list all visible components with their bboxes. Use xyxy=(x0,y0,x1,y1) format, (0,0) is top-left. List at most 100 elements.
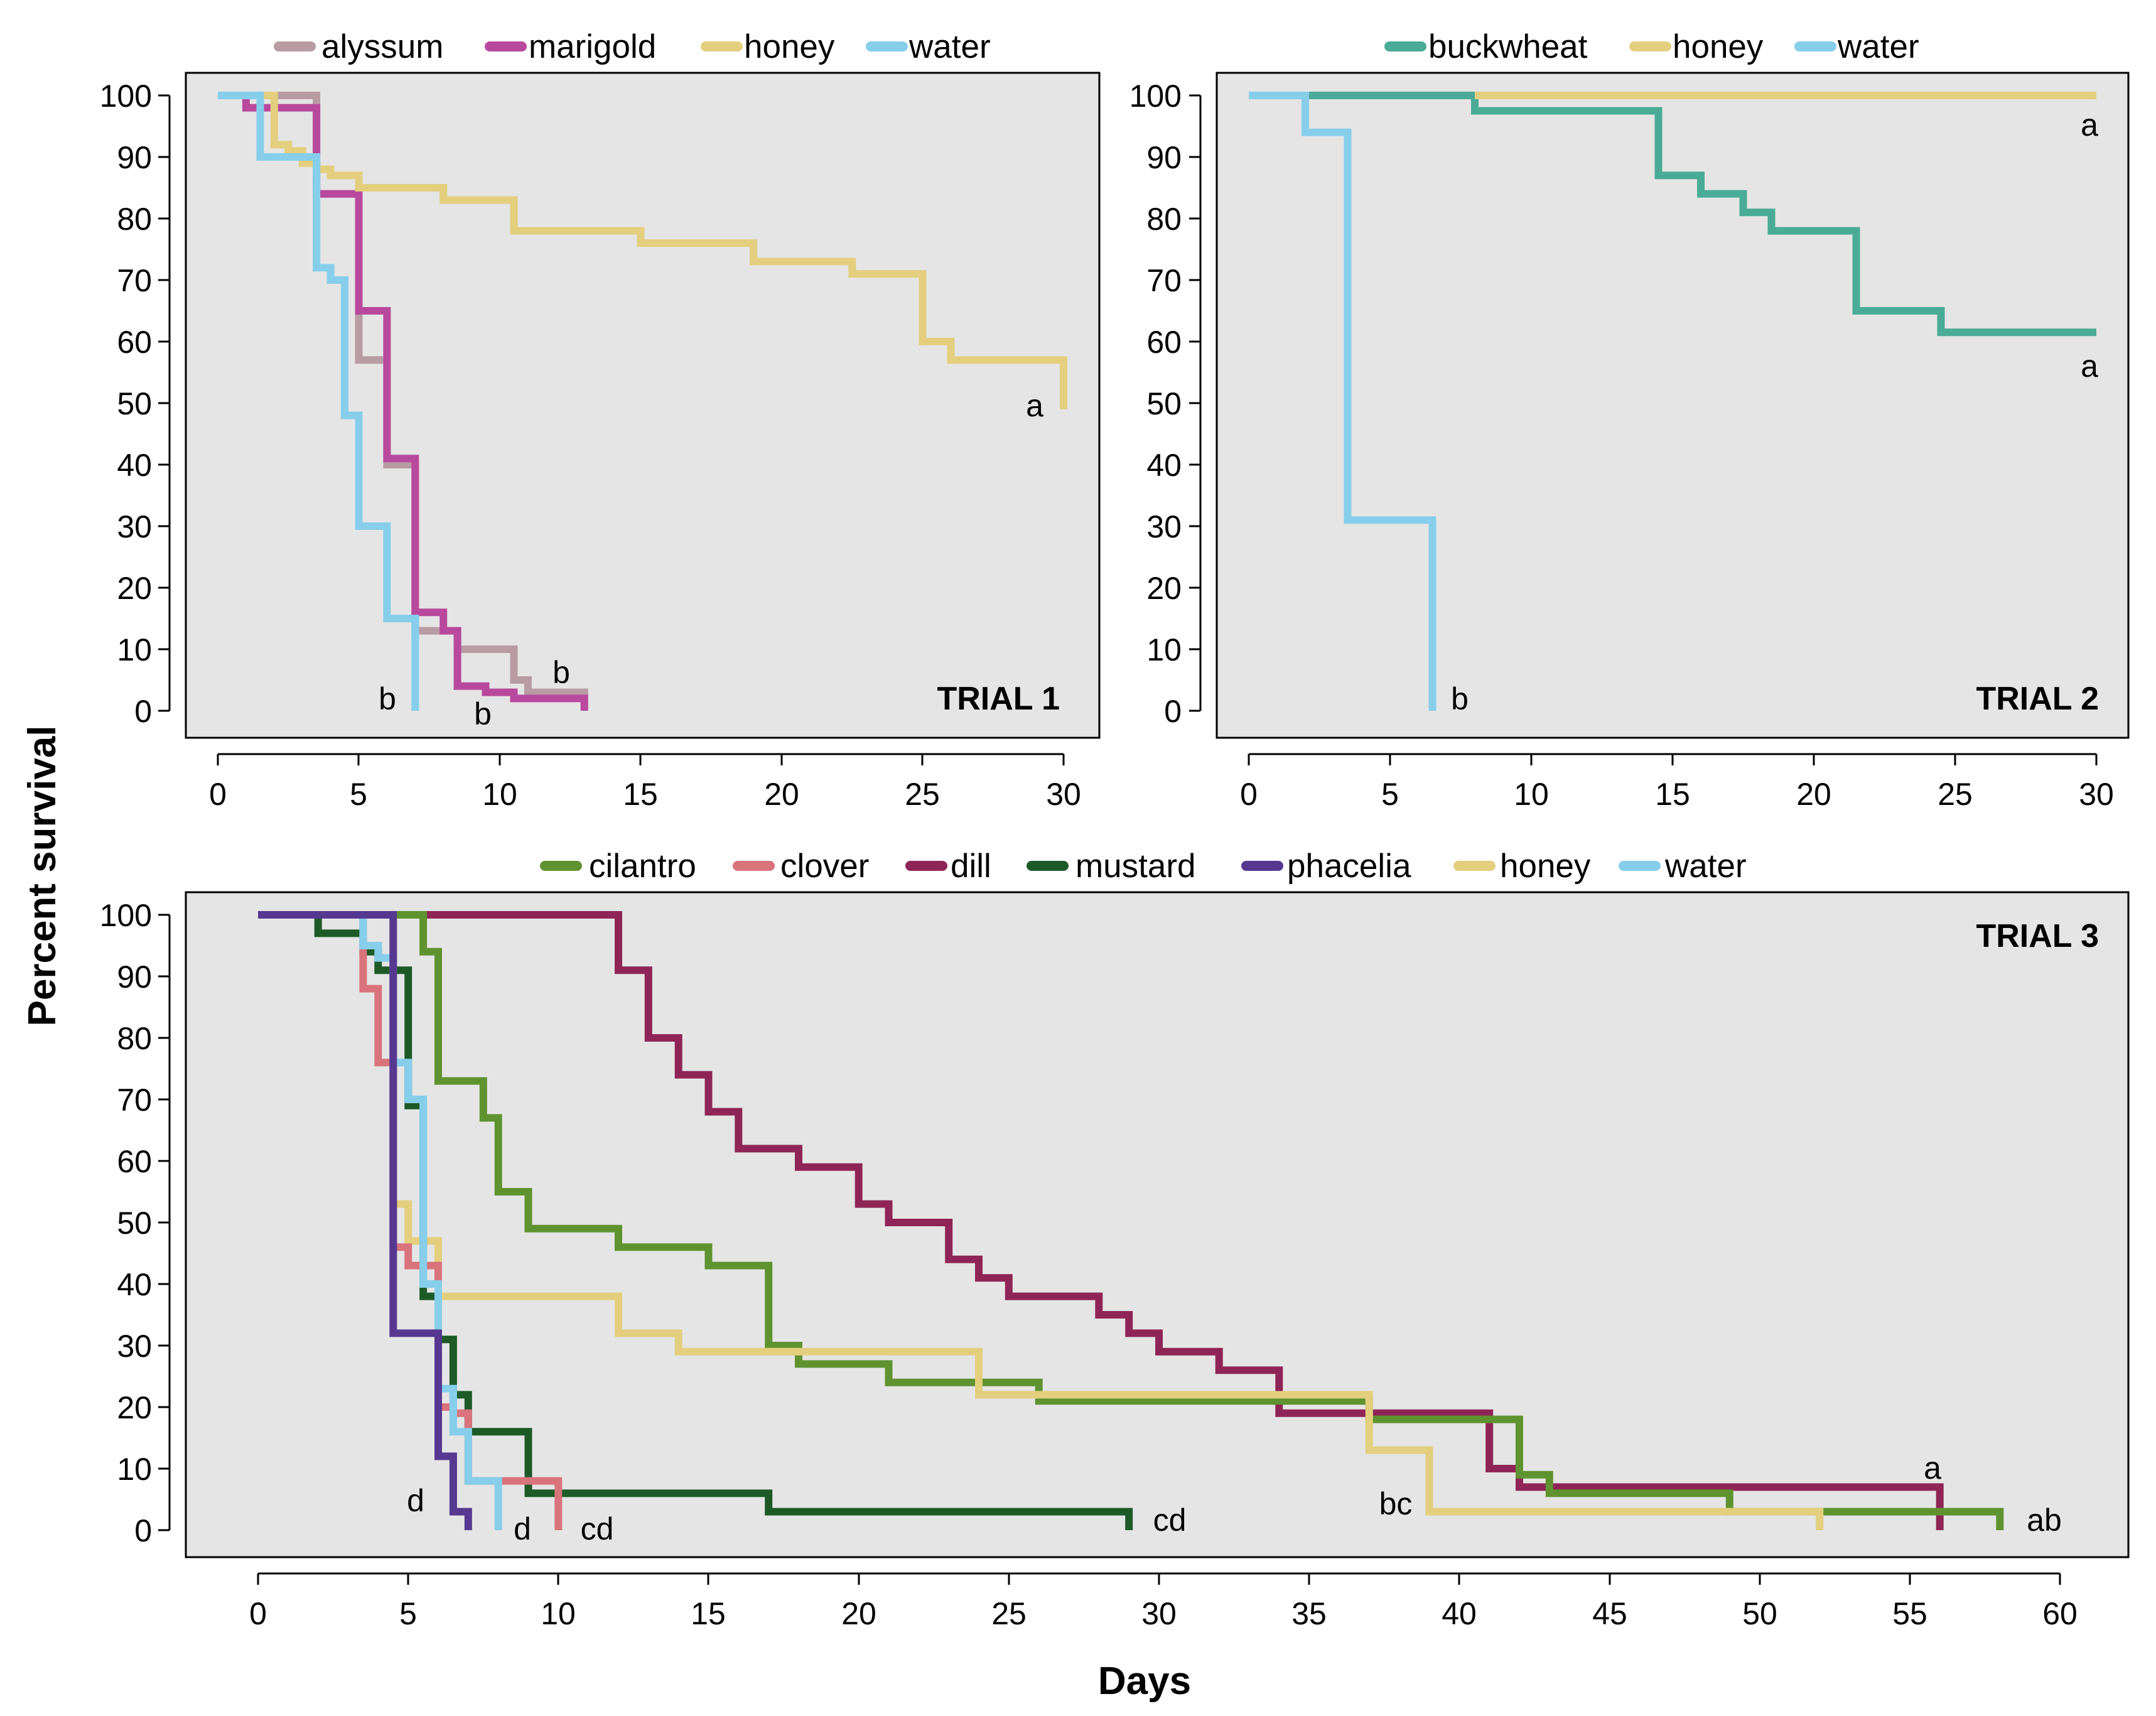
x-tick-label: 25 xyxy=(991,1596,1027,1631)
series-group-trial-1 xyxy=(218,92,1067,711)
x-tick-label: 0 xyxy=(1240,777,1258,812)
y-tick-label: 10 xyxy=(117,1452,152,1487)
y-tick-label: 0 xyxy=(134,1513,152,1548)
y-ticks-trial-2: 0 10 20 30 40 50 60 70 80 90 100 xyxy=(1129,78,1182,729)
x-tick-label: 30 xyxy=(2079,777,2114,812)
legend-label-clover: clover xyxy=(780,848,869,885)
sig-letter-dill: a xyxy=(1924,1450,1941,1486)
sig-letter-water: b xyxy=(1451,681,1469,716)
series-line-water xyxy=(218,92,419,711)
series-line-cilantro xyxy=(258,911,2004,1530)
legend-label-honey: honey xyxy=(1673,28,1764,65)
sig-letter-alyssum: b xyxy=(552,655,570,690)
x-tick-label: 10 xyxy=(482,777,517,812)
x-tick-label: 0 xyxy=(249,1596,267,1631)
legend-trial-3: cilantro clover dill mustard phacelia ho… xyxy=(540,848,1747,885)
y-tick-label: 0 xyxy=(1164,694,1182,729)
legend-label-cilantro: cilantro xyxy=(589,848,696,885)
y-tick-label: 20 xyxy=(1146,571,1182,606)
x-tick-label: 5 xyxy=(350,777,367,812)
legend-label-phacelia: phacelia xyxy=(1287,848,1411,885)
x-tick-label: 20 xyxy=(764,777,799,812)
y-tick-label: 90 xyxy=(117,959,152,995)
y-tick-label: 70 xyxy=(117,263,152,298)
y-tick-label: 20 xyxy=(117,571,152,606)
chart-trial-1: alyssum marigold honey water TRIAL 1 0 1… xyxy=(100,28,1101,812)
x-tick-label: 15 xyxy=(1655,777,1690,812)
x-tick-label: 20 xyxy=(1796,777,1831,812)
panel-title-trial-2: TRIAL 2 xyxy=(1976,681,2099,717)
significance-letters-trial-3: a ab bc cd cd d d xyxy=(407,1450,2062,1546)
x-ticks-trial-2: 0 5 10 15 20 25 30 xyxy=(1240,777,2114,812)
x-tick-label: 30 xyxy=(1141,1596,1177,1631)
y-tick-label: 20 xyxy=(117,1390,152,1425)
x-tick-label: 15 xyxy=(623,777,658,812)
chart-trial-2: buckwheat honey water TRIAL 2 0 10 20 30… xyxy=(1129,28,2130,812)
y-tick-label: 30 xyxy=(117,509,152,544)
significance-letters-trial-1: a b b b xyxy=(379,388,1043,731)
legend-label-alyssum: alyssum xyxy=(321,28,443,65)
series-line-dill xyxy=(258,911,1944,1530)
x-tick-label: 30 xyxy=(1046,777,1081,812)
x-tick-label: 60 xyxy=(2042,1596,2078,1631)
x-tick-label: 20 xyxy=(841,1596,876,1631)
legend-label-water: water xyxy=(908,28,991,65)
legend-label-mustard: mustard xyxy=(1075,848,1195,885)
y-tick-label: 70 xyxy=(117,1082,152,1118)
y-tick-label: 50 xyxy=(117,386,152,421)
y-tick-label: 80 xyxy=(1146,202,1182,237)
y-tick-label: 100 xyxy=(100,78,152,114)
sig-letter-honey: bc xyxy=(1379,1486,1413,1521)
legend-label-honey: honey xyxy=(744,28,835,65)
legend-label-marigold: marigold xyxy=(529,28,656,65)
x-tick-label: 25 xyxy=(1938,777,1973,812)
series-group-trial-2 xyxy=(1249,92,2096,711)
sig-letter-honey: a xyxy=(2081,107,2098,143)
plot-area-trial-2 xyxy=(1215,72,2130,739)
legend-label-water: water xyxy=(1837,28,1919,65)
panel-title-trial-3: TRIAL 3 xyxy=(1976,918,2099,954)
axes-layer xyxy=(158,94,2098,1585)
x-ticks-trial-3: 0 5 10 15 20 25 30 35 40 45 50 55 60 xyxy=(249,1596,2078,1631)
y-tick-label: 10 xyxy=(117,632,152,667)
x-tick-label: 10 xyxy=(541,1596,576,1631)
chart-trial-3: cilantro clover dill mustard phacelia ho… xyxy=(100,848,2130,1631)
sig-letter-honey: a xyxy=(1026,388,1043,423)
sig-letter-phacelia: d xyxy=(407,1483,424,1518)
y-tick-label: 50 xyxy=(1146,386,1182,421)
y-tick-label: 10 xyxy=(1146,632,1182,667)
y-tick-label: 60 xyxy=(117,1144,152,1179)
x-tick-label: 45 xyxy=(1592,1596,1627,1631)
series-line-marigold xyxy=(218,92,588,711)
x-tick-label: 40 xyxy=(1442,1596,1477,1631)
series-group-trial-3 xyxy=(258,911,2004,1530)
series-line-honey xyxy=(258,911,1824,1530)
y-tick-label: 80 xyxy=(117,1021,152,1056)
x-tick-label: 0 xyxy=(209,777,227,812)
x-tick-label: 35 xyxy=(1291,1596,1327,1631)
series-line-water xyxy=(1249,92,1436,711)
y-tick-label: 100 xyxy=(1129,78,1182,114)
x-ticks-trial-1: 0 5 10 15 20 25 30 xyxy=(209,777,1081,812)
x-tick-label: 10 xyxy=(1514,777,1549,812)
y-tick-label: 70 xyxy=(1146,263,1182,298)
y-tick-label: 60 xyxy=(117,325,152,360)
y-tick-label: 40 xyxy=(1146,448,1182,483)
x-axis-title: Days xyxy=(1098,1659,1191,1703)
sig-letter-buckwheat: a xyxy=(2081,348,2098,384)
x-tick-label: 5 xyxy=(1381,777,1399,812)
y-tick-label: 0 xyxy=(134,694,152,729)
panel-title-trial-1: TRIAL 1 xyxy=(937,681,1060,717)
legend-label-buckwheat: buckwheat xyxy=(1428,28,1588,65)
legend-label-water: water xyxy=(1664,848,1747,885)
x-tick-label: 5 xyxy=(399,1596,417,1631)
legend-trial-2: buckwheat honey water xyxy=(1384,28,1919,65)
y-ticks-trial-1: 0 10 20 30 40 50 60 70 80 90 100 xyxy=(100,78,152,729)
plot-area-trial-3 xyxy=(185,891,2130,1558)
legend-trial-1: alyssum marigold honey water xyxy=(274,28,991,65)
y-tick-label: 40 xyxy=(117,1267,152,1302)
y-tick-label: 60 xyxy=(1146,325,1182,360)
sig-letter-mustard: cd xyxy=(1153,1503,1187,1538)
legend-label-dill: dill xyxy=(951,848,991,885)
